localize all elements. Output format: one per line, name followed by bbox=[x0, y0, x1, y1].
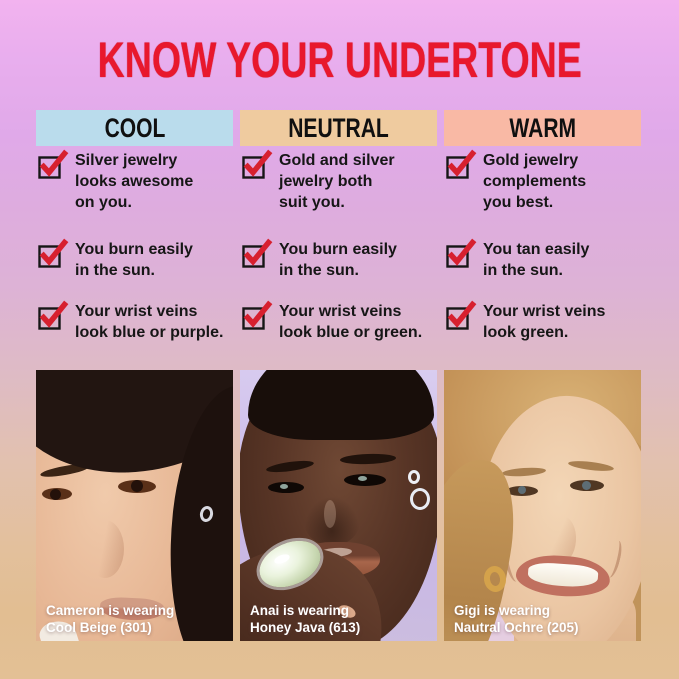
neutral-item-2-text: You burn easily in the sun. bbox=[279, 241, 397, 279]
neutral-item-1-text: Gold and silver jewelry both suit you. bbox=[279, 152, 395, 211]
checked-checkbox-icon bbox=[38, 238, 69, 268]
warm-header-label: WARM bbox=[509, 112, 576, 143]
checked-checkbox-icon bbox=[242, 238, 273, 268]
warm-item-2: You tan easily in the sun. bbox=[446, 238, 590, 281]
warm-item-3: Your wrist veins look green. bbox=[446, 300, 606, 343]
warm-item-3-text: Your wrist veins look green. bbox=[483, 303, 606, 341]
page-title: KNOW YOUR UNDERTONE bbox=[97, 32, 582, 88]
checked-checkbox-icon bbox=[446, 238, 477, 268]
cameron-nose-shadow bbox=[86, 520, 124, 578]
neutral-item-3: Your wrist veins look blue or green. bbox=[242, 300, 423, 343]
checked-checkbox-icon bbox=[242, 300, 273, 330]
checked-checkbox-icon bbox=[38, 300, 69, 330]
checked-checkbox-icon bbox=[446, 300, 477, 330]
column-neutral: NEUTRAL Gold and silver jewelry both sui… bbox=[240, 110, 437, 641]
gigi-right-iris bbox=[582, 481, 591, 490]
cool-item-2: You burn easily in the sun. bbox=[38, 238, 193, 281]
cameron-caption: Cameron is wearing Cool Beige (301) bbox=[46, 603, 175, 635]
neutral-item-3-text: Your wrist veins look blue or green. bbox=[279, 303, 423, 341]
gigi-photo: Gigi is wearing Nautral Ochre (205) bbox=[444, 370, 641, 641]
cameron-left-pupil bbox=[50, 489, 61, 500]
cool-item-1: Silver jewelry looks awesome on you. bbox=[38, 149, 194, 213]
anai-small-hoop-earring-icon bbox=[408, 470, 420, 484]
warm-item-2-text: You tan easily in the sun. bbox=[483, 241, 590, 279]
anai-photo: Anai is wearing Honey Java (613) bbox=[240, 370, 437, 641]
anai-nose-shadow bbox=[304, 496, 360, 546]
gigi-left-iris bbox=[518, 486, 526, 494]
checked-checkbox-icon bbox=[446, 149, 477, 179]
warm-item-1: Gold jewelry complements you best. bbox=[446, 149, 587, 213]
cool-header-label: COOL bbox=[104, 112, 165, 143]
checked-checkbox-icon bbox=[38, 149, 69, 179]
neutral-item-2: You burn easily in the sun. bbox=[242, 238, 397, 281]
cool-item-1-text: Silver jewelry looks awesome on you. bbox=[75, 152, 194, 211]
neutral-header-bar: NEUTRAL bbox=[240, 110, 437, 146]
anai-nose-highlight bbox=[324, 500, 336, 528]
anai-hair bbox=[248, 370, 434, 440]
cool-header-bar: COOL bbox=[36, 110, 233, 146]
neutral-header-label: NEUTRAL bbox=[288, 112, 389, 143]
cool-item-3-text: Your wrist veins look blue or purple. bbox=[75, 303, 224, 341]
anai-large-hoop-earring-icon bbox=[410, 488, 430, 510]
anai-left-eye-glint bbox=[280, 484, 288, 489]
page-title-wrap: KNOW YOUR UNDERTONE bbox=[0, 34, 679, 86]
anai-right-eye-glint bbox=[358, 476, 367, 481]
neutral-item-1: Gold and silver jewelry both suit you. bbox=[242, 149, 395, 213]
gigi-caption: Gigi is wearing Nautral Ochre (205) bbox=[454, 603, 579, 635]
cool-item-2-text: You burn easily in the sun. bbox=[75, 241, 193, 279]
warm-item-1-text: Gold jewelry complements you best. bbox=[483, 152, 587, 211]
cameron-photo: Cameron is wearing Cool Beige (301) bbox=[36, 370, 233, 641]
anai-caption: Anai is wearing Honey Java (613) bbox=[250, 603, 361, 635]
checked-checkbox-icon bbox=[242, 149, 273, 179]
column-warm: WARM Gold jewelry complements you best. … bbox=[444, 110, 641, 641]
cool-item-3: Your wrist veins look blue or purple. bbox=[38, 300, 224, 343]
warm-header-bar: WARM bbox=[444, 110, 641, 146]
cameron-right-pupil bbox=[131, 480, 143, 492]
column-cool: COOL Silver jewelry looks awesome on you… bbox=[36, 110, 233, 641]
